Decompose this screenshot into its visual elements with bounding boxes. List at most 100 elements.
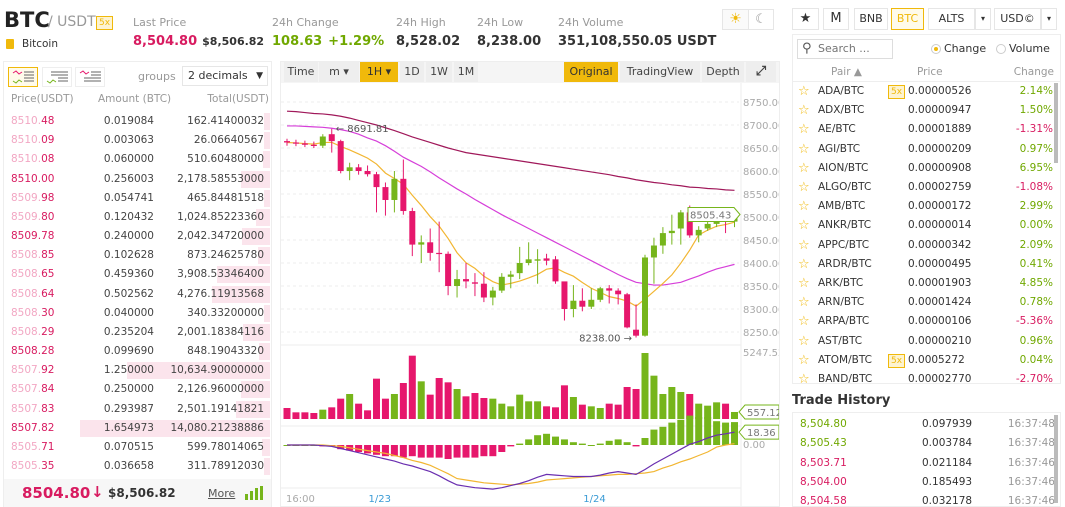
sort-volume-label[interactable]: Volume [1009, 42, 1050, 55]
groups-select[interactable]: 2 decimals ▼ [182, 66, 268, 86]
trade-time: 16:37:48 [1007, 437, 1055, 450]
sort-change-label[interactable]: Change [944, 42, 987, 55]
volume-bar [390, 393, 398, 419]
pair-row[interactable]: ☆ ANKR/BTC 0.00000014 0.00% [793, 216, 1055, 235]
orderbook-row[interactable]: 8508.28 0.099690 848.19043320 [4, 342, 270, 361]
theme-toggle[interactable]: ☀ ☾ [722, 9, 774, 30]
orderbook-row[interactable]: 8510.48 0.019084 162.41400032 [4, 112, 270, 131]
favorite-star-icon[interactable]: ☆ [798, 180, 810, 195]
depth-bar [258, 247, 270, 265]
favorite-star-icon[interactable]: ☆ [798, 218, 810, 234]
volume-bar [435, 377, 443, 419]
pair-row[interactable]: ☆ AION/BTC 0.00000908 6.95% [793, 159, 1055, 178]
pair-row[interactable]: ☆ APPC/BTC 0.00000342 2.09% [793, 236, 1055, 255]
interval-1d[interactable]: 1D [400, 62, 424, 82]
orderbook-bids-view-button[interactable] [42, 67, 72, 87]
pair-change: 0.41% [1019, 257, 1053, 270]
favorites-star-icon[interactable]: ★ [792, 8, 819, 30]
coin-name[interactable]: Bitcoin [22, 38, 59, 50]
interval-1m[interactable]: 1M [454, 62, 478, 82]
usd-dropdown-chevron-icon[interactable]: ▾ [1041, 8, 1057, 30]
interval-1w[interactable]: 1W [426, 62, 452, 82]
orderbook-row[interactable]: 8510.08 0.060000 510.60480000 [4, 150, 270, 169]
tab-alts[interactable]: ALTS [928, 8, 975, 30]
tab-margin[interactable]: M [823, 8, 849, 30]
favorite-star-icon[interactable]: ☆ [798, 276, 810, 291]
favorite-star-icon[interactable]: ☆ [798, 122, 810, 138]
tab-usd[interactable]: USD© [994, 8, 1041, 30]
sort-volume-radio[interactable] [996, 44, 1006, 54]
depth-bar [212, 285, 270, 303]
view-original[interactable]: Original [564, 62, 618, 82]
orderbook-row[interactable]: 8509.78 0.240000 2,042.34720000 [4, 227, 270, 246]
tab-bnb[interactable]: BNB [854, 8, 888, 30]
favorite-star-icon[interactable]: ☆ [798, 237, 810, 253]
pair-row[interactable]: ☆ ARDR/BTC 0.00000495 0.41% [793, 255, 1055, 274]
volume-bar [605, 403, 613, 419]
pair-list-scrollbar[interactable] [1054, 83, 1058, 163]
search-input[interactable] [818, 42, 890, 55]
depth-bar [264, 132, 270, 150]
view-tradingview[interactable]: TradingView [620, 62, 700, 82]
interval-minutes-dropdown[interactable]: m ▾ [319, 62, 359, 82]
interval-time[interactable]: Time [284, 62, 318, 82]
kline-chart[interactable]: 8750.00 8700.00 8650.00 8600.00 8550.00 8500.… [281, 83, 779, 507]
col-pair[interactable]: Pair ▲ [831, 66, 862, 78]
favorite-star-icon[interactable]: ☆ [798, 333, 810, 349]
orderbook-row[interactable]: 8505.71 0.070515 599.78014065 [4, 438, 270, 457]
orderbook-both-view-button[interactable] [8, 67, 38, 87]
favorite-star-icon[interactable]: ☆ [798, 160, 810, 176]
orderbook-row[interactable]: 8507.84 0.250000 2,126.96000000 [4, 380, 270, 399]
pair-row[interactable]: ☆ ARPA/BTC 0.00000106 -5.36% [793, 312, 1055, 331]
orderbook-row[interactable]: 8509.98 0.054741 465.84481518 [4, 189, 270, 208]
favorite-star-icon[interactable]: ☆ [798, 314, 810, 330]
interval-1h-dropdown[interactable]: 1H ▾ [360, 62, 398, 82]
col-change[interactable]: Change [1013, 66, 1054, 78]
coin-info-icon[interactable] [6, 39, 14, 49]
favorite-star-icon[interactable]: ☆ [798, 84, 810, 99]
favorite-star-icon[interactable]: ☆ [798, 199, 810, 215]
pair-row[interactable]: ☆ BAND/BTC 0.00002770 -2.70% [793, 370, 1055, 383]
favorite-star-icon[interactable]: ☆ [798, 256, 810, 272]
orderbook-row[interactable]: 8505.35 0.036658 311.78912030 [4, 457, 270, 476]
orderbook-row[interactable]: 8508.65 0.459360 3,908.53346400 [4, 265, 270, 284]
orderbook-row[interactable]: 8508.30 0.040000 340.33200000 [4, 304, 270, 323]
orderbook-row[interactable]: 8510.09 0.003063 26.06640567 [4, 131, 270, 150]
view-depth[interactable]: Depth [702, 62, 744, 82]
pair-row[interactable]: ☆ AMB/BTC 0.00000172 2.99% [793, 197, 1055, 216]
pair-row[interactable]: ☆ AGI/BTC 0.00000209 0.97% [793, 140, 1055, 159]
orderbook-row[interactable]: 8508.85 0.102628 873.24625780 [4, 246, 270, 265]
orderbook-row[interactable]: 8508.29 0.235204 2,001.18384116 [4, 323, 270, 342]
pair-row[interactable]: ☆ ARN/BTC 0.00001424 0.78% [793, 293, 1055, 312]
pair-row[interactable]: ☆ AST/BTC 0.00000210 0.96% [793, 332, 1055, 351]
tab-btc[interactable]: BTC [891, 8, 924, 30]
orderbook-row[interactable]: 8510.00 0.256003 2,178.58553000 [4, 170, 270, 189]
pair-row[interactable]: ☆ ALGO/BTC 0.00002759 -1.08% [793, 178, 1055, 197]
search-box[interactable]: ⚲ [797, 39, 893, 59]
moon-icon[interactable]: ☾ [747, 10, 773, 29]
alts-dropdown-chevron-icon[interactable]: ▾ [975, 8, 991, 30]
trade-history-scrollbar[interactable] [1054, 415, 1058, 503]
col-price[interactable]: Price [917, 66, 943, 78]
pair-price: 0.00000210 [908, 334, 972, 347]
pair-row[interactable]: ☆ ARK/BTC 0.00001903 4.85% [793, 274, 1055, 293]
sun-icon[interactable]: ☀ [723, 10, 748, 29]
pair-row[interactable]: ☆ ADA/BTC 5x 0.00000526 2.14% [793, 82, 1055, 101]
sort-change-radio[interactable] [931, 44, 941, 54]
orderbook-row[interactable]: 8507.92 1.250000 10,634.90000000 [4, 361, 270, 380]
favorite-star-icon[interactable]: ☆ [798, 295, 810, 311]
favorite-star-icon[interactable]: ☆ [798, 141, 810, 157]
orderbook-asks-view-button[interactable] [75, 67, 105, 87]
more-link[interactable]: More [208, 487, 236, 500]
favorite-star-icon[interactable]: ☆ [798, 352, 810, 368]
favorite-star-icon[interactable]: ☆ [798, 103, 810, 119]
pair-row[interactable]: ☆ ADX/BTC 0.00000947 1.50% [793, 101, 1055, 120]
pair-row[interactable]: ☆ ATOM/BTC 5x 0.0005272 0.04% [793, 351, 1055, 370]
orderbook-row[interactable]: 8507.82 1.654973 14,080.21238886 [4, 419, 270, 438]
fullscreen-icon[interactable]: ⤢ [746, 62, 776, 82]
pair-row[interactable]: ☆ AE/BTC 0.00001889 -1.31% [793, 120, 1055, 139]
favorite-star-icon[interactable]: ☆ [798, 372, 810, 383]
orderbook-row[interactable]: 8507.83 0.293987 2,501.19141821 [4, 400, 270, 419]
orderbook-row[interactable]: 8509.80 0.120432 1,024.85223360 [4, 208, 270, 227]
orderbook-row[interactable]: 8508.64 0.502562 4,276.11913568 [4, 285, 270, 304]
